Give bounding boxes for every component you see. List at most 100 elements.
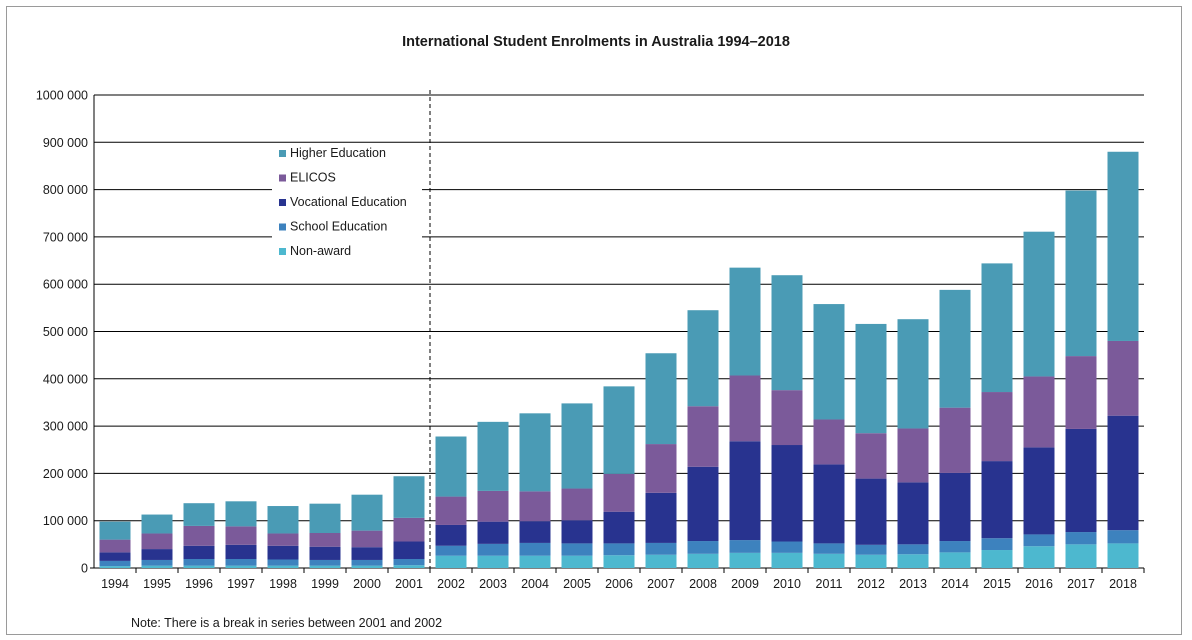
bar-segment bbox=[1107, 340, 1139, 416]
bar-segment bbox=[141, 559, 173, 566]
legend-label: Vocational Education bbox=[290, 195, 407, 209]
bar-segment bbox=[1023, 447, 1055, 535]
bar-segment bbox=[939, 407, 971, 473]
bar-segment bbox=[267, 565, 299, 568]
bar-segment bbox=[855, 478, 887, 545]
bar-segment bbox=[183, 559, 215, 566]
bar-segment bbox=[99, 552, 131, 561]
bar-segment bbox=[897, 544, 929, 555]
bar-segment bbox=[645, 492, 677, 543]
bar-segment bbox=[183, 525, 215, 546]
x-tick-label: 2006 bbox=[605, 577, 633, 591]
bar-segment bbox=[99, 566, 131, 568]
bar-segment bbox=[393, 541, 425, 560]
x-tick-label: 2015 bbox=[983, 577, 1011, 591]
bar-segment bbox=[1107, 415, 1139, 531]
x-tick-label: 2010 bbox=[773, 577, 801, 591]
x-tick-label: 1996 bbox=[185, 577, 213, 591]
bar-segment bbox=[225, 501, 257, 527]
bar-segment bbox=[183, 545, 215, 560]
legend-swatch bbox=[279, 150, 286, 157]
bar-segment bbox=[393, 565, 425, 568]
bar-segment bbox=[729, 441, 761, 541]
bar-segment bbox=[519, 542, 551, 556]
bar-segment bbox=[771, 445, 803, 542]
y-tick-label: 400 000 bbox=[43, 372, 88, 386]
bar-segment bbox=[309, 546, 341, 560]
x-tick-label: 2003 bbox=[479, 577, 507, 591]
bar-segment bbox=[813, 543, 845, 554]
bar-segment bbox=[435, 436, 467, 497]
y-tick-label: 700 000 bbox=[43, 230, 88, 244]
bar-segment bbox=[351, 494, 383, 531]
bar-segment bbox=[99, 521, 131, 540]
bar-segment bbox=[561, 520, 593, 544]
bar-segment bbox=[603, 543, 635, 556]
x-tick-label: 2008 bbox=[689, 577, 717, 591]
bar-segment bbox=[729, 267, 761, 376]
legend-label: Non-award bbox=[290, 244, 351, 258]
x-tick-label: 2014 bbox=[941, 577, 969, 591]
bar-segment bbox=[1107, 543, 1139, 568]
bar-segment bbox=[603, 555, 635, 568]
bar-segment bbox=[477, 555, 509, 568]
bar-segment bbox=[393, 559, 425, 566]
bar-segment bbox=[477, 490, 509, 522]
bar-segment bbox=[99, 539, 131, 553]
bar-segment bbox=[981, 461, 1013, 539]
bar-segment bbox=[1065, 356, 1097, 429]
bar-segment bbox=[309, 532, 341, 547]
bar-segment bbox=[897, 554, 929, 568]
x-tick-label: 2009 bbox=[731, 577, 759, 591]
bar-segment bbox=[351, 565, 383, 568]
x-tick-label: 2011 bbox=[816, 577, 843, 591]
bar-segment bbox=[1065, 532, 1097, 545]
bar-segment bbox=[309, 559, 341, 566]
bar-segment bbox=[477, 543, 509, 556]
x-tick-label: 2013 bbox=[899, 577, 927, 591]
chart-title: International Student Enrolments in Aust… bbox=[402, 34, 790, 50]
legend-swatch bbox=[279, 248, 286, 255]
bar-segment bbox=[435, 524, 467, 546]
bar-segment bbox=[561, 488, 593, 521]
bar-segment bbox=[351, 530, 383, 548]
bar-segment bbox=[1065, 190, 1097, 357]
x-tick-label: 1999 bbox=[311, 577, 339, 591]
bar-segment bbox=[603, 386, 635, 474]
bar-segment bbox=[687, 466, 719, 542]
bar-segment bbox=[225, 544, 257, 560]
bar-segment bbox=[729, 375, 761, 442]
bar-segment bbox=[771, 275, 803, 391]
bar-segment bbox=[1023, 546, 1055, 568]
bar-segment bbox=[183, 503, 215, 526]
legend-label: School Education bbox=[290, 220, 387, 234]
x-tick-label: 2005 bbox=[563, 577, 591, 591]
bar-segment bbox=[687, 406, 719, 467]
bar-segment bbox=[351, 547, 383, 560]
bar-segment bbox=[435, 555, 467, 568]
bar-segment bbox=[183, 565, 215, 568]
x-tick-label: 1998 bbox=[269, 577, 297, 591]
x-tick-label: 2004 bbox=[521, 577, 549, 591]
bar-segment bbox=[771, 541, 803, 553]
bar-segment bbox=[1107, 530, 1139, 544]
bar-segment bbox=[897, 428, 929, 483]
legend-label: Higher Education bbox=[290, 146, 386, 160]
x-tick-label: 2017 bbox=[1067, 577, 1095, 591]
bar-segment bbox=[981, 263, 1013, 393]
bar-segment bbox=[141, 533, 173, 550]
x-tick-label: 2018 bbox=[1109, 577, 1137, 591]
bar-segment bbox=[729, 540, 761, 553]
bar-segment bbox=[645, 554, 677, 568]
x-tick-label: 1994 bbox=[101, 577, 129, 591]
bar-segment bbox=[1023, 231, 1055, 377]
bar-segment bbox=[645, 542, 677, 555]
x-tick-label: 2016 bbox=[1025, 577, 1053, 591]
bar-segment bbox=[267, 506, 299, 534]
legend-label: ELICOS bbox=[290, 171, 336, 185]
y-tick-label: 1000 000 bbox=[36, 89, 88, 103]
bar-segment bbox=[435, 545, 467, 556]
x-tick-label: 2007 bbox=[647, 577, 675, 591]
bar-segment bbox=[141, 549, 173, 560]
